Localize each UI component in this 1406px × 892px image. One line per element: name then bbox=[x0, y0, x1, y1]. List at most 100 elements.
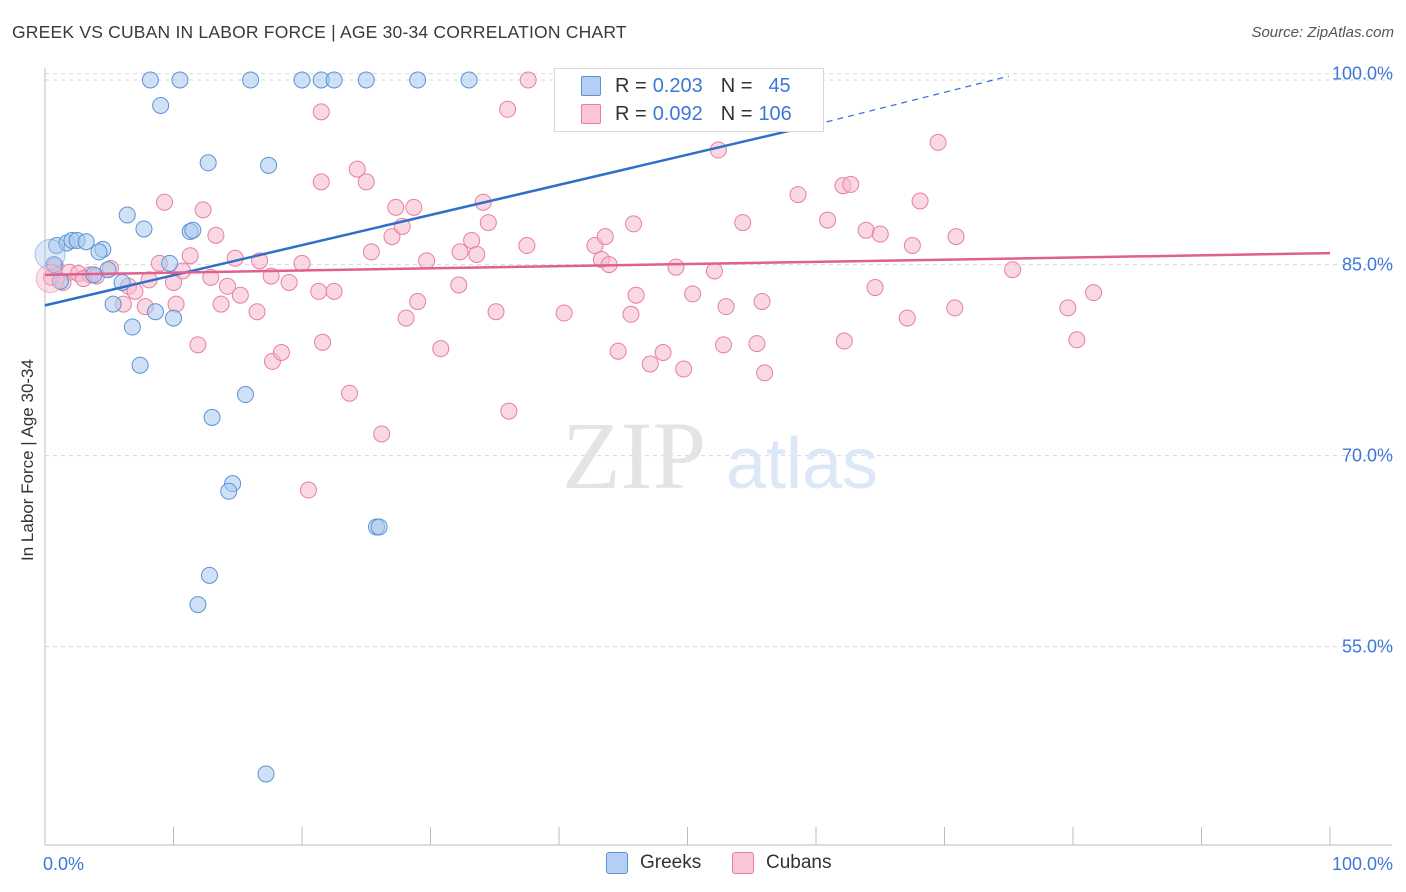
stats-legend: R = 0.203 N = 45 R = 0.092 N = 106 bbox=[554, 68, 824, 132]
cubans-point bbox=[312, 103, 330, 121]
cubans-point bbox=[468, 245, 486, 263]
greeks-r-value: 0.203 bbox=[652, 74, 703, 97]
greeks-point bbox=[104, 295, 122, 313]
cubans-point bbox=[450, 276, 468, 294]
watermark-atlas: atlas bbox=[726, 424, 878, 504]
greeks-point bbox=[123, 318, 141, 336]
cubans-point bbox=[555, 304, 573, 322]
cubans-point bbox=[705, 262, 723, 280]
greeks-point bbox=[203, 408, 221, 426]
cubans-point bbox=[518, 237, 536, 255]
cubans-point bbox=[272, 343, 290, 361]
greeks-point bbox=[199, 154, 217, 172]
legend-row-cubans: R = 0.092 N = 106 bbox=[581, 100, 792, 128]
cubans-point bbox=[499, 100, 517, 118]
greeks-point bbox=[152, 96, 170, 114]
cubans-point bbox=[819, 211, 837, 229]
y-axis-label: In Labor Force | Age 30-34 bbox=[18, 359, 37, 561]
cubans-point bbox=[596, 228, 614, 246]
cubans-point bbox=[1004, 261, 1022, 279]
cubans-point bbox=[325, 282, 343, 300]
greeks-n-value: 45 bbox=[768, 74, 791, 97]
cubans-point bbox=[842, 175, 860, 193]
cubans-point bbox=[866, 279, 884, 297]
cubans-point bbox=[202, 268, 220, 286]
chart-title: GREEK VS CUBAN IN LABOR FORCE | AGE 30-3… bbox=[12, 22, 627, 42]
cubans-point bbox=[314, 333, 332, 351]
cubans-point bbox=[405, 198, 423, 216]
greeks-n-label: N = bbox=[720, 74, 753, 97]
cubans-point bbox=[310, 282, 328, 300]
axes-layer bbox=[44, 68, 1392, 846]
greeks-point bbox=[147, 303, 165, 321]
cubans-point bbox=[212, 295, 230, 313]
cubans-point bbox=[248, 303, 266, 321]
cubans-point bbox=[756, 364, 774, 382]
cubans-point bbox=[871, 225, 889, 243]
greeks-trend-line bbox=[44, 123, 817, 307]
greeks-point bbox=[236, 386, 254, 404]
cubans-point bbox=[479, 214, 497, 232]
labels-layer: 100.0% 85.0% 70.0% 55.0% 0.0% 100.0% bbox=[43, 64, 1393, 874]
cubans-point bbox=[299, 481, 317, 499]
greeks-point bbox=[161, 254, 179, 272]
cubans-point bbox=[947, 228, 965, 246]
cubans-point bbox=[341, 384, 359, 402]
cubans-point bbox=[667, 258, 685, 276]
cubans-legend-swatch bbox=[732, 852, 754, 874]
cubans-point bbox=[280, 273, 298, 291]
greeks-legend-swatch bbox=[606, 852, 628, 874]
cubans-point bbox=[789, 186, 807, 204]
greeks-point bbox=[460, 71, 478, 89]
cubans-point bbox=[717, 298, 735, 316]
cubans-point bbox=[625, 215, 643, 233]
watermark-zip: ZIP bbox=[562, 402, 706, 509]
cubans-point bbox=[373, 425, 391, 443]
greeks-point bbox=[90, 243, 108, 261]
cubans-point bbox=[753, 293, 771, 311]
cubans-point bbox=[684, 285, 702, 303]
cubans-point bbox=[748, 335, 766, 353]
cubans-point bbox=[432, 340, 450, 358]
greeks-point bbox=[141, 71, 159, 89]
greeks-point bbox=[45, 256, 63, 274]
greeks-point bbox=[260, 156, 278, 174]
cubans-r-value: 0.092 bbox=[652, 102, 703, 125]
greeks-point bbox=[325, 71, 343, 89]
cubans-point bbox=[911, 192, 929, 210]
cubans-point bbox=[857, 221, 875, 239]
cubans-point bbox=[218, 277, 236, 295]
cubans-r-label: R = bbox=[615, 102, 647, 125]
cubans-swatch bbox=[581, 104, 601, 124]
cubans-point bbox=[231, 286, 249, 304]
cubans-point bbox=[167, 295, 185, 313]
cubans-point bbox=[312, 173, 330, 191]
cubans-n-value: 106 bbox=[758, 102, 792, 125]
x-tick-label-min: 0.0% bbox=[43, 854, 84, 874]
greeks-point bbox=[131, 356, 149, 374]
cubans-point bbox=[609, 342, 627, 360]
greeks-cluster-point bbox=[34, 238, 66, 270]
trend-layer bbox=[44, 75, 1331, 307]
cubans-point bbox=[903, 237, 921, 255]
greeks-point bbox=[370, 518, 388, 536]
source-label: Source: ZipAtlas.com bbox=[1251, 24, 1394, 41]
greeks-legend-label: Greeks bbox=[640, 852, 702, 873]
cubans-point bbox=[946, 299, 964, 317]
cubans-point bbox=[156, 193, 174, 211]
y-tick-label: 100.0% bbox=[1332, 64, 1393, 84]
cubans-point bbox=[487, 303, 505, 321]
cubans-point bbox=[451, 243, 469, 261]
cubans-point bbox=[387, 198, 405, 216]
greeks-point bbox=[118, 206, 136, 224]
greeks-point bbox=[99, 261, 117, 279]
cubans-point bbox=[714, 336, 732, 354]
points-layer bbox=[34, 71, 1103, 783]
cubans-point bbox=[181, 247, 199, 265]
cubans-n-label: N = bbox=[720, 102, 753, 125]
greeks-r-label: R = bbox=[615, 74, 647, 97]
greeks-point bbox=[189, 596, 207, 614]
greeks-point bbox=[242, 71, 260, 89]
cubans-point bbox=[1085, 284, 1103, 302]
cubans-trend-line bbox=[44, 251, 1331, 277]
